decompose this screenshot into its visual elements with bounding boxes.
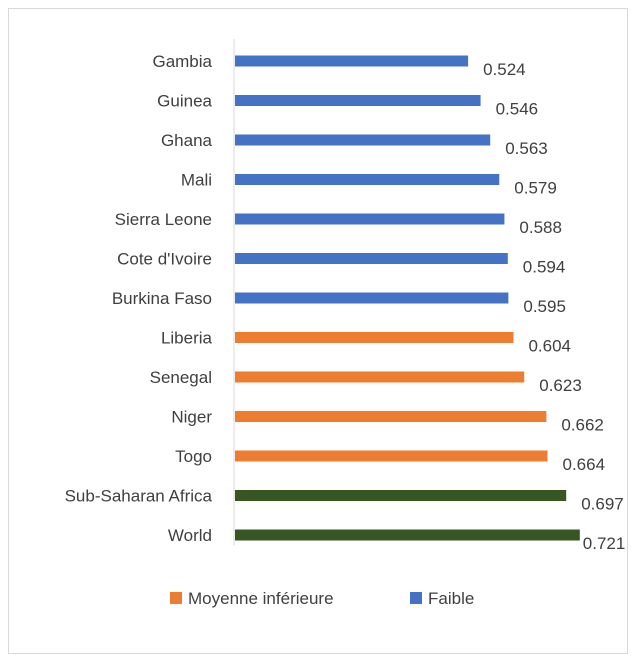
bar-burkina-faso — [235, 292, 509, 304]
bar-ghana — [235, 134, 491, 146]
data-label: 0.623 — [539, 376, 582, 395]
data-label: 0.604 — [528, 337, 571, 356]
category-label: Liberia — [161, 329, 213, 348]
data-label: 0.595 — [523, 297, 566, 316]
legend-label: Faible — [428, 589, 474, 608]
bar-world — [235, 529, 580, 541]
category-label: Sub-Saharan Africa — [65, 487, 213, 506]
category-label: Ghana — [161, 131, 213, 150]
category-label: Burkina Faso — [112, 289, 212, 308]
data-label: 0.697 — [581, 495, 624, 514]
bar-senegal — [235, 371, 525, 383]
data-label: 0.588 — [519, 218, 562, 237]
category-label: Togo — [175, 447, 212, 466]
category-label: Senegal — [150, 368, 212, 387]
category-label: Niger — [171, 408, 212, 427]
legend-swatch-0 — [170, 592, 182, 604]
bar-liberia — [235, 332, 514, 343]
chart-frame — [8, 8, 628, 654]
data-label: 0.594 — [523, 258, 566, 277]
category-label: World — [168, 526, 212, 545]
data-label: 0.721 — [583, 534, 626, 553]
category-label: Mali — [181, 171, 212, 190]
category-label: Sierra Leone — [115, 210, 212, 229]
data-label: 0.664 — [562, 455, 605, 474]
data-label: 0.563 — [505, 139, 548, 158]
category-label: Guinea — [157, 92, 212, 111]
bar-niger — [235, 411, 547, 422]
bar-gambia — [235, 55, 469, 67]
data-label: 0.546 — [496, 100, 539, 119]
data-label: 0.524 — [483, 60, 526, 79]
bar-sierra-leone — [235, 213, 505, 225]
bar-guinea — [235, 95, 481, 106]
bar-sub-saharan-africa — [235, 490, 567, 501]
category-label: Cote d'Ivoire — [117, 250, 212, 269]
bar-togo — [235, 450, 548, 462]
bar-cote-d-ivoire — [235, 253, 508, 264]
data-label: 0.662 — [561, 416, 604, 435]
legend-label: Moyenne inférieure — [188, 589, 334, 608]
category-label: Gambia — [152, 52, 212, 71]
legend-swatch-1 — [410, 592, 422, 604]
bar-mali — [235, 174, 500, 185]
data-label: 0.579 — [514, 179, 557, 198]
